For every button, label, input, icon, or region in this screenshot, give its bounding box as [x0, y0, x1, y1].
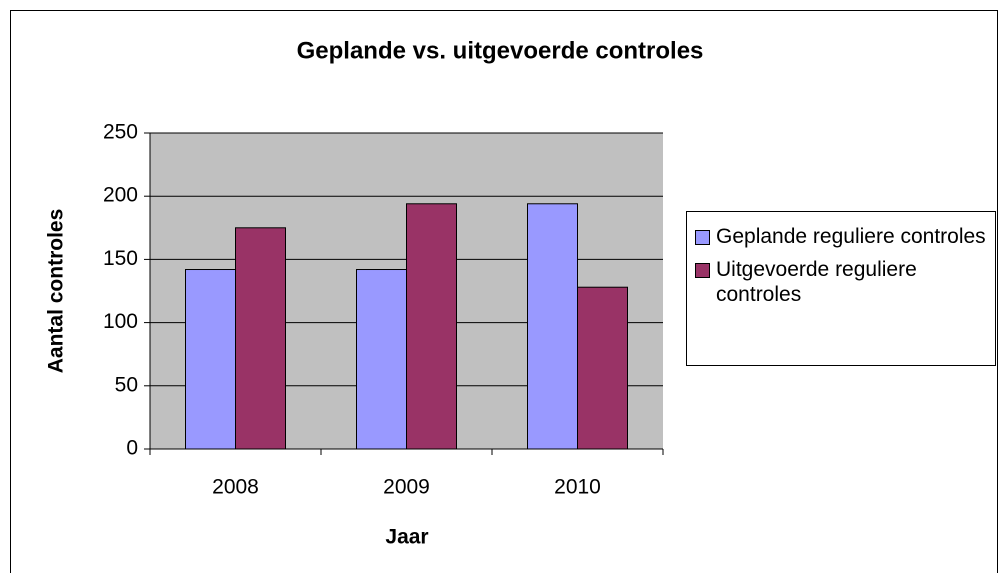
bar [406, 203, 457, 450]
x-tick-label: 2009 [383, 476, 430, 499]
bar [235, 227, 286, 450]
x-tick-label: 2008 [212, 476, 259, 499]
y-tick-label: 50 [115, 373, 138, 396]
y-tick-label: 100 [103, 310, 138, 333]
legend-label: Uitgevoerde reguliere controles [716, 258, 917, 306]
chart-title: Geplande vs. uitgevoerde controles [297, 37, 704, 64]
bar [185, 269, 236, 450]
x-tick-label: 2010 [554, 476, 601, 499]
bar [527, 203, 578, 450]
legend-swatch [695, 230, 710, 245]
y-tick-label: 0 [126, 437, 138, 460]
x-axis-label: Jaar [385, 526, 428, 549]
y-tick-label: 200 [103, 184, 138, 207]
bar [356, 269, 407, 450]
legend-swatch [695, 263, 710, 278]
legend-entry: Geplande reguliere controles [695, 224, 989, 249]
bar [577, 286, 628, 450]
y-axis-label: Aantal controles [45, 209, 68, 374]
legend-entry: Uitgevoerde reguliere controles [695, 257, 989, 307]
legend-label: Geplande reguliere controles [716, 225, 986, 248]
y-tick-label: 150 [103, 247, 138, 270]
legend: Geplande reguliere controles Uitgevoerde … [686, 211, 996, 366]
y-tick-label: 250 [103, 121, 138, 144]
